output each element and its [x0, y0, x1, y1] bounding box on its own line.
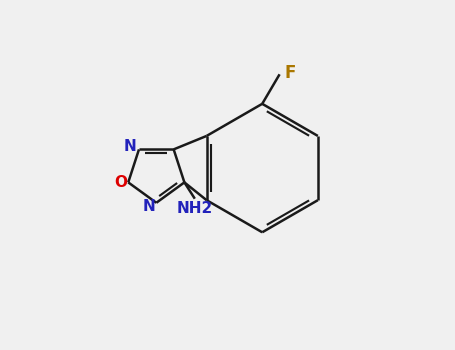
Text: N: N [124, 139, 136, 154]
Text: N: N [143, 199, 156, 214]
Text: O: O [114, 175, 127, 190]
Text: F: F [284, 64, 295, 82]
Text: NH2: NH2 [177, 201, 213, 216]
